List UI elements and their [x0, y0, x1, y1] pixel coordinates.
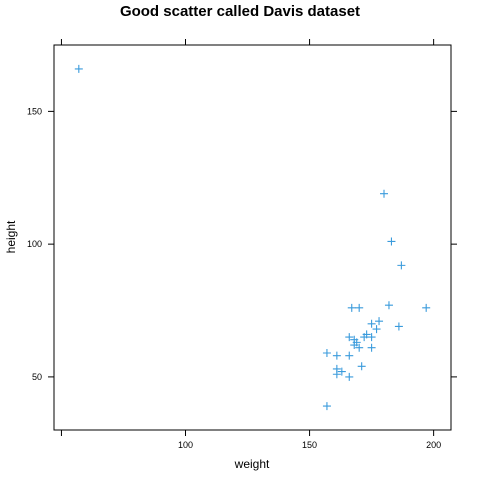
data-point [360, 333, 369, 342]
data-point [345, 372, 354, 381]
data-point [357, 362, 366, 371]
data-point [387, 237, 396, 246]
data-point [332, 351, 341, 360]
data-point [345, 351, 354, 360]
data-point [347, 303, 356, 312]
data-point [322, 402, 331, 411]
x-axis-label: weight [234, 457, 270, 471]
y-tick-label: 100 [27, 239, 42, 249]
data-point [322, 349, 331, 357]
axis-ticks: 100 150 200 50 100 150 [27, 39, 457, 450]
chart-title: Good scatter called Davis dataset [120, 3, 360, 20]
data-point [372, 325, 381, 334]
data-point [74, 64, 83, 73]
data-point [367, 333, 376, 342]
data-point [380, 189, 389, 198]
data-point [384, 301, 393, 310]
data-point [345, 333, 354, 342]
y-tick-label: 150 [27, 106, 42, 116]
plot-frame [53, 44, 452, 431]
data-point [422, 303, 431, 312]
y-axis-label: height [4, 220, 18, 253]
x-tick-label: 100 [178, 440, 193, 450]
x-tick-label: 150 [302, 440, 317, 450]
data-point [337, 367, 346, 376]
x-tick-label: 200 [426, 440, 441, 450]
data-point [375, 317, 384, 326]
data-point [397, 261, 406, 270]
data-point [394, 322, 403, 331]
y-tick-label: 50 [32, 372, 42, 382]
data-points [74, 64, 431, 411]
data-point [367, 343, 376, 352]
data-point [332, 370, 341, 379]
data-point [367, 319, 376, 328]
data-point [355, 343, 364, 352]
data-point [355, 303, 364, 312]
data-point [350, 341, 359, 350]
